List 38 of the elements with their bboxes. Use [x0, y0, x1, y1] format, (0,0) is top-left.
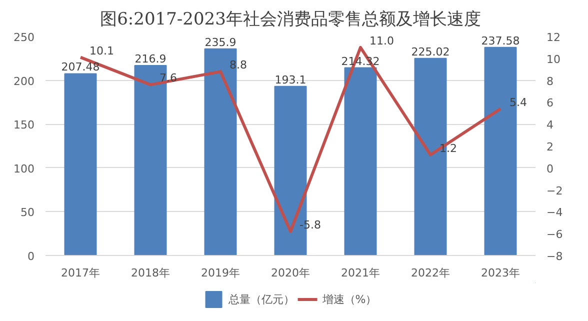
x-tick-label: 2018年 — [131, 266, 170, 280]
data-label: 235.9 — [204, 36, 236, 49]
y2-tick-label: −4 — [546, 206, 563, 220]
y-tick-label: 100 — [14, 162, 35, 176]
data-label: 225.02 — [411, 45, 450, 58]
y-tick-label: 200 — [14, 74, 35, 88]
x-tick-label: 2019年 — [201, 266, 240, 280]
data-label: 11.0 — [370, 34, 394, 48]
x-tick-label: 2020年 — [271, 266, 310, 280]
x-tick-label: 2022年 — [411, 266, 450, 280]
y-tick-label: 150 — [14, 118, 35, 132]
data-label: 10.1 — [90, 44, 114, 58]
y2-tick-label: 6 — [546, 96, 554, 110]
x-tick-label: 2021年 — [341, 266, 380, 280]
legend-label: 总量（亿元） — [228, 292, 294, 306]
y-tick-label: 250 — [14, 31, 35, 44]
x-tick-label: 2017年 — [61, 266, 100, 280]
y2-tick-label: −6 — [546, 228, 563, 242]
bar — [64, 73, 97, 256]
legend-label: 增速（%） — [322, 292, 377, 306]
y-tick-label: 0 — [28, 250, 34, 263]
data-label: 216.9 — [134, 52, 166, 66]
y2-tick-label: 2 — [546, 140, 554, 154]
y2-tick-label: −8 — [546, 250, 563, 263]
data-label: 207.48 — [61, 60, 100, 74]
y2-tick-label: 10 — [546, 52, 560, 66]
y2-tick-label: 0 — [546, 162, 554, 176]
y2-tick-label: 8 — [546, 74, 554, 88]
bar — [344, 67, 377, 256]
data-label: 237.58 — [481, 34, 520, 48]
y2-tick-label: 4 — [546, 118, 554, 132]
data-label: 7.6 — [160, 72, 177, 85]
chart-title: 图6:2017-2023年社会消费品零售总额及增长速度 — [100, 10, 481, 30]
y-tick-label: 50 — [20, 206, 35, 220]
y2-tick-label: −2 — [546, 184, 563, 198]
data-label: 193.1 — [274, 73, 306, 86]
y2-tick-label: 12 — [546, 31, 560, 44]
x-tick-label: 2023年 — [481, 266, 520, 280]
